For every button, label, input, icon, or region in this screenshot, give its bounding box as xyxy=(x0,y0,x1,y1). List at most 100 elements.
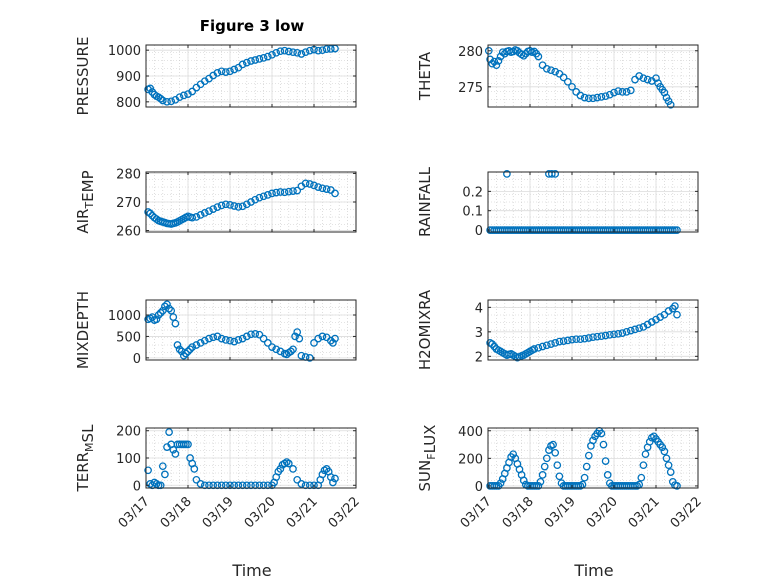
data-point xyxy=(192,475,201,484)
data-point xyxy=(152,315,161,324)
data-point xyxy=(242,332,251,341)
data-point xyxy=(610,330,618,339)
data-point xyxy=(259,334,268,343)
data-point xyxy=(329,339,337,347)
data-point xyxy=(226,67,234,76)
y-axis-label-part: SUN xyxy=(416,460,434,492)
data-point xyxy=(589,436,597,445)
data-point xyxy=(238,334,247,343)
data-point xyxy=(217,67,226,76)
x-tick-label: 03/22 xyxy=(668,494,705,531)
figure-title: Figure 3 low xyxy=(200,17,305,35)
axes-frame xyxy=(487,171,699,233)
data-point xyxy=(247,198,255,206)
data-point xyxy=(165,304,173,313)
data-point xyxy=(331,474,339,483)
data-point xyxy=(293,186,302,195)
x-tick-label: 03/21 xyxy=(284,494,321,531)
data-point xyxy=(547,340,555,348)
data-point xyxy=(626,86,635,95)
data-point xyxy=(156,309,165,317)
data-point xyxy=(242,200,251,209)
data-point xyxy=(230,65,239,74)
data-point xyxy=(549,440,557,449)
data-point xyxy=(519,51,528,60)
data-point xyxy=(188,343,197,351)
data-point xyxy=(601,457,610,465)
y-tick-label: 280 xyxy=(116,167,141,182)
x-axis-label-right: Time xyxy=(573,561,613,580)
x-axis-label-left: Time xyxy=(231,561,271,580)
data-point xyxy=(276,188,285,196)
data-point xyxy=(597,93,606,101)
data-point xyxy=(221,68,230,76)
data-point xyxy=(268,343,276,351)
data-point xyxy=(272,345,281,354)
data-point xyxy=(580,93,589,102)
data-point xyxy=(161,302,169,311)
y-tick-label: 4 xyxy=(475,301,483,316)
data-point xyxy=(297,50,306,58)
data-point xyxy=(188,213,197,222)
y-axis-label: H2OMIXRA xyxy=(416,289,434,370)
y-tick-label: 270 xyxy=(116,196,141,211)
y-tick-label: 100 xyxy=(116,452,141,467)
data-point xyxy=(666,100,675,109)
data-point xyxy=(163,97,171,106)
y-axis-label-part: THETA xyxy=(416,51,434,101)
data-point xyxy=(322,45,331,53)
data-point xyxy=(314,183,323,191)
data-point xyxy=(305,354,314,362)
x-tick-label: 03/18 xyxy=(158,494,195,531)
data-point xyxy=(568,335,576,344)
data-point xyxy=(255,330,264,339)
y-tick-label: 260 xyxy=(116,225,141,240)
data-point xyxy=(647,318,656,326)
x-tick-label: 03/18 xyxy=(500,494,537,531)
data-point xyxy=(639,323,648,331)
data-point xyxy=(503,170,511,178)
y-tick-label: 275 xyxy=(458,81,483,96)
data-point xyxy=(276,47,285,56)
data-point xyxy=(251,330,260,338)
data-point xyxy=(272,188,281,197)
data-point xyxy=(601,331,610,340)
y-tick-label: 500 xyxy=(116,330,141,345)
data-point xyxy=(165,428,173,436)
data-point xyxy=(272,48,281,57)
data-point xyxy=(293,328,302,336)
data-point xyxy=(146,209,155,218)
data-point xyxy=(226,336,234,345)
data-point xyxy=(213,69,222,77)
data-point xyxy=(547,66,555,75)
data-series xyxy=(144,179,339,228)
data-point xyxy=(305,180,314,188)
data-point xyxy=(492,61,501,70)
data-point xyxy=(221,336,230,344)
data-point xyxy=(213,203,222,211)
data-point xyxy=(538,342,547,351)
data-point xyxy=(184,440,192,449)
data-point xyxy=(209,205,218,213)
y-axis-label: SUNFLUX xyxy=(416,425,439,492)
y-tick-label: 200 xyxy=(458,452,483,467)
data-point xyxy=(196,339,205,347)
data-point xyxy=(205,334,213,343)
data-point xyxy=(331,189,339,198)
data-point xyxy=(584,94,593,103)
data-point xyxy=(217,201,226,210)
data-point xyxy=(318,470,327,479)
data-point xyxy=(173,341,182,349)
data-point xyxy=(635,324,644,333)
data-point xyxy=(673,226,681,234)
data-point xyxy=(576,335,585,344)
y-tick-label: 1000 xyxy=(108,44,141,59)
data-point xyxy=(542,64,551,73)
data-point xyxy=(673,310,681,319)
data-point xyxy=(318,184,327,193)
subplot-2: 275 280 THETA xyxy=(416,44,699,109)
data-point xyxy=(167,97,176,106)
data-point xyxy=(268,189,276,198)
data-point xyxy=(639,74,648,83)
